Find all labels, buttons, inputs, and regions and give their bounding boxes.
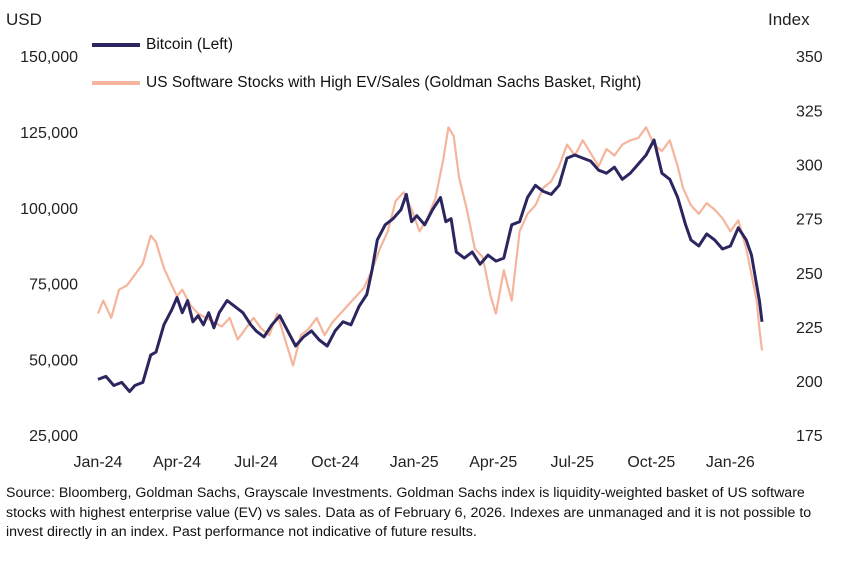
x-tick-label: Jan-26 bbox=[706, 454, 755, 471]
chart-legend: Bitcoin (Left) US Software Stocks with H… bbox=[92, 34, 641, 110]
series-line-software bbox=[96, 126, 764, 367]
right-tick-label: 175 bbox=[796, 428, 823, 445]
x-tick-label: Oct-25 bbox=[627, 454, 675, 471]
legend-item-software: US Software Stocks with High EV/Sales (G… bbox=[92, 72, 641, 94]
left-axis-unit: USD bbox=[6, 10, 42, 29]
left-axis-ticks: 150,000 125,000 100,000 75,000 50,000 25,000 bbox=[20, 49, 78, 445]
left-tick-label: 125,000 bbox=[20, 125, 78, 142]
legend-swatch-bitcoin bbox=[92, 43, 140, 47]
left-tick-label: 75,000 bbox=[29, 277, 78, 294]
left-tick-label: 50,000 bbox=[29, 352, 78, 369]
legend-label-software: US Software Stocks with High EV/Sales (G… bbox=[146, 74, 642, 91]
x-tick-label: Jul-24 bbox=[234, 454, 278, 471]
x-tick-label: Apr-25 bbox=[469, 454, 517, 471]
series-line-bitcoin bbox=[97, 138, 764, 393]
right-axis-ticks: 350 325 300 275 250 225 200 175 bbox=[796, 49, 823, 445]
right-tick-label: 325 bbox=[796, 103, 823, 120]
legend-swatch-software bbox=[92, 81, 140, 85]
x-tick-label: Jan-25 bbox=[390, 454, 439, 471]
right-tick-label: 225 bbox=[796, 320, 823, 337]
right-tick-label: 350 bbox=[796, 49, 823, 66]
left-tick-label: 25,000 bbox=[29, 428, 78, 445]
x-tick-label: Jan-24 bbox=[74, 454, 123, 471]
right-tick-label: 300 bbox=[796, 158, 823, 175]
x-tick-label: Jul-25 bbox=[550, 454, 594, 471]
left-tick-label: 100,000 bbox=[20, 201, 78, 218]
source-note: Source: Bloomberg, Goldman Sachs, Graysc… bbox=[6, 485, 812, 540]
dual-axis-line-chart: 150,000125,000100,00075,00050,00025,000 … bbox=[20, 49, 823, 471]
right-tick-label: 200 bbox=[796, 374, 823, 391]
series-layer bbox=[96, 126, 764, 393]
legend-item-bitcoin: Bitcoin (Left) bbox=[92, 34, 641, 56]
right-tick-label: 250 bbox=[796, 266, 823, 283]
x-tick-label: Oct-24 bbox=[311, 454, 359, 471]
left-tick-label: 150,000 bbox=[20, 49, 78, 66]
x-axis-ticks: Jan-24 Apr-24 Jul-24 Oct-24 Jan-25 Apr-25 Jul-… bbox=[74, 454, 755, 471]
legend-label-bitcoin: Bitcoin (Left) bbox=[146, 36, 234, 53]
right-tick-label: 275 bbox=[796, 212, 823, 229]
x-tick-label: Apr-24 bbox=[153, 454, 201, 471]
right-axis-unit: Index bbox=[768, 10, 810, 29]
